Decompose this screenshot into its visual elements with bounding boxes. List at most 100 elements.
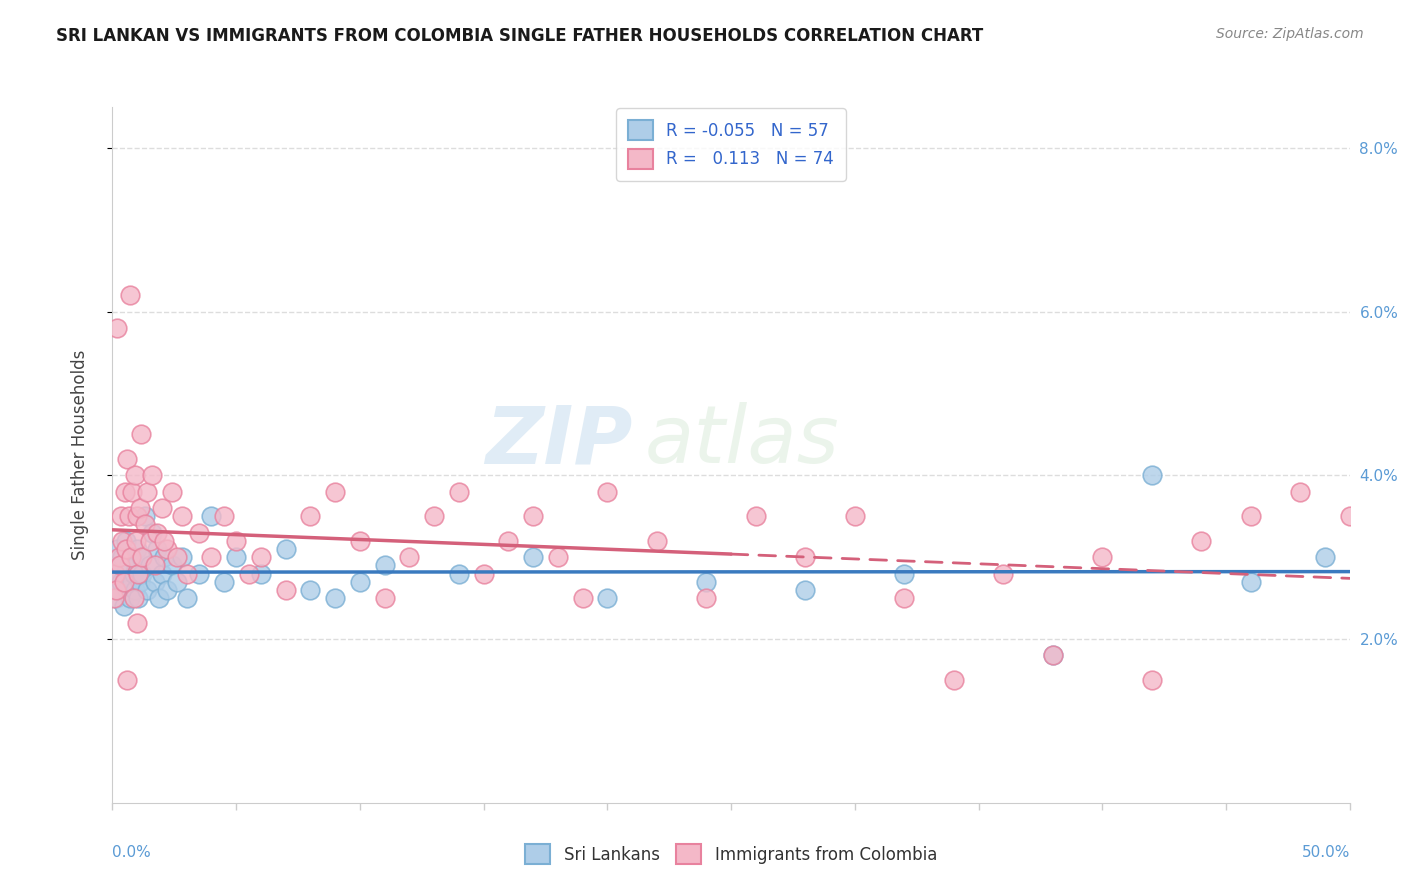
Point [250, 566, 273, 581]
Point [349, 574, 371, 589]
Point [124, 468, 146, 483]
Point [1240, 509, 1263, 524]
Point [148, 591, 170, 606]
Point [188, 566, 211, 581]
Point [111, 550, 134, 565]
Point [146, 525, 169, 540]
Point [374, 558, 396, 573]
Point [108, 558, 131, 573]
Point [156, 542, 179, 557]
Point [299, 509, 322, 524]
Point [110, 509, 132, 524]
Point [146, 542, 169, 557]
Point [127, 566, 149, 581]
Point [695, 574, 717, 589]
Point [153, 550, 176, 565]
Point [117, 582, 139, 597]
Point [107, 542, 129, 557]
Point [447, 566, 470, 581]
Point [121, 484, 143, 499]
Point [138, 533, 160, 548]
Point [136, 484, 159, 499]
Point [398, 550, 420, 565]
Point [111, 533, 134, 548]
Point [323, 484, 346, 499]
Point [103, 591, 125, 606]
Y-axis label: Single Father Households: Single Father Households [70, 350, 89, 560]
Point [117, 673, 139, 687]
Point [160, 558, 183, 573]
Point [1289, 484, 1312, 499]
Point [472, 566, 495, 581]
Point [156, 582, 179, 597]
Point [274, 582, 297, 597]
Point [125, 533, 148, 548]
Point [274, 542, 297, 557]
Text: SRI LANKAN VS IMMIGRANTS FROM COLOMBIA SINGLE FATHER HOUSEHOLDS CORRELATION CHAR: SRI LANKAN VS IMMIGRANTS FROM COLOMBIA S… [56, 27, 983, 45]
Point [250, 550, 273, 565]
Point [107, 321, 129, 335]
Point [166, 574, 188, 589]
Point [349, 533, 371, 548]
Text: 50.0%: 50.0% [1302, 845, 1350, 860]
Point [547, 550, 569, 565]
Point [131, 550, 153, 565]
Text: Source: ZipAtlas.com: Source: ZipAtlas.com [1216, 27, 1364, 41]
Point [110, 574, 132, 589]
Point [200, 550, 222, 565]
Point [571, 591, 593, 606]
Point [121, 574, 143, 589]
Point [212, 574, 235, 589]
Point [107, 550, 129, 565]
Point [225, 550, 247, 565]
Point [176, 591, 198, 606]
Point [170, 550, 193, 565]
Point [160, 484, 183, 499]
Point [118, 591, 141, 606]
Point [141, 525, 163, 540]
Point [1042, 648, 1064, 663]
Point [104, 566, 127, 581]
Point [498, 533, 520, 548]
Text: atlas: atlas [644, 402, 839, 480]
Point [105, 582, 128, 597]
Point [127, 615, 149, 630]
Point [104, 566, 127, 581]
Point [238, 566, 260, 581]
Point [117, 452, 139, 467]
Point [794, 550, 817, 565]
Point [122, 591, 145, 606]
Text: 0.0%: 0.0% [112, 845, 152, 860]
Point [170, 509, 193, 524]
Point [115, 533, 138, 548]
Point [122, 566, 145, 581]
Point [745, 509, 768, 524]
Point [374, 591, 396, 606]
Point [120, 550, 142, 565]
Point [1339, 509, 1361, 524]
Point [112, 599, 135, 614]
Point [107, 582, 129, 597]
Point [1313, 550, 1336, 565]
Point [124, 582, 146, 597]
Point [893, 566, 915, 581]
Point [299, 582, 322, 597]
Point [522, 509, 544, 524]
Point [131, 566, 153, 581]
Point [117, 509, 139, 524]
Point [150, 501, 173, 516]
Point [129, 427, 152, 442]
Point [141, 468, 163, 483]
Point [127, 509, 149, 524]
Point [423, 509, 446, 524]
Point [138, 558, 160, 573]
Point [128, 501, 150, 516]
Point [117, 558, 139, 573]
Point [136, 582, 159, 597]
Point [143, 558, 166, 573]
Point [125, 558, 148, 573]
Point [695, 591, 717, 606]
Point [225, 533, 247, 548]
Point [893, 591, 915, 606]
Point [120, 550, 142, 565]
